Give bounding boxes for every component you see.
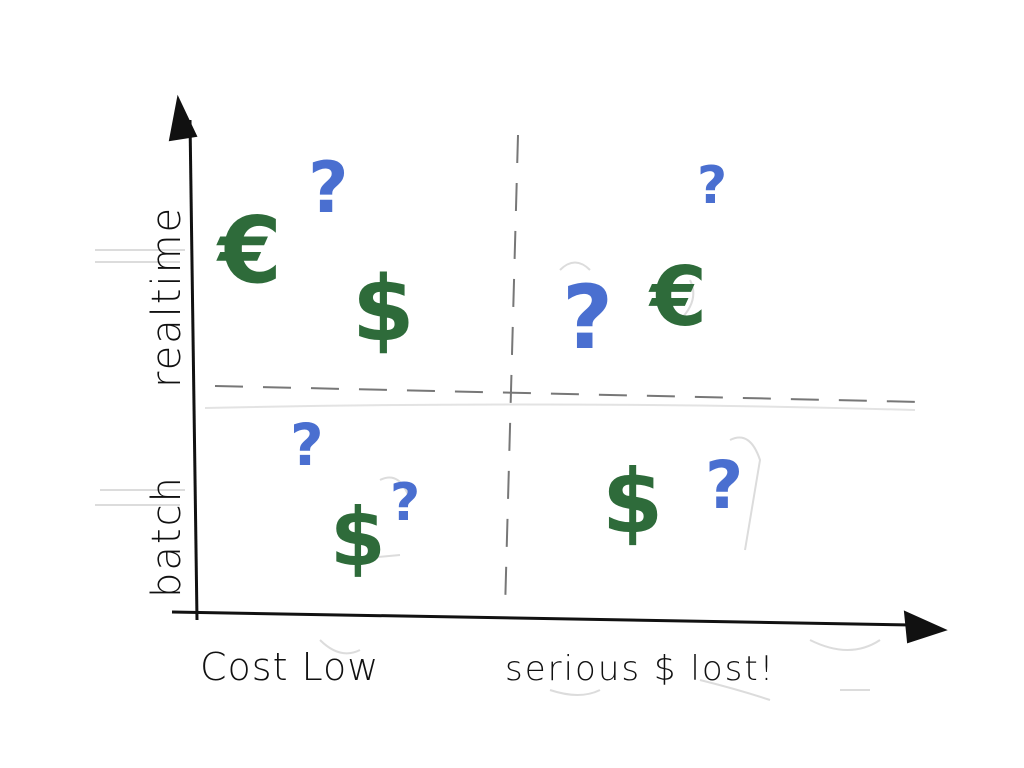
y-axis-arrowhead [168, 94, 198, 142]
question-symbol-a: ? [290, 411, 324, 479]
question-symbol-small: ? [697, 156, 727, 216]
x-label-cost-low: Cost Low [200, 645, 379, 689]
dollar-symbol: $ [602, 450, 663, 553]
y-label-batch: batch [144, 475, 190, 598]
euro-symbol: € [648, 250, 707, 345]
axis-labels: realtime batch Cost Low serious $ lost! [144, 206, 775, 689]
dollar-symbol: $ [330, 491, 386, 584]
quadrant-dividers [214, 134, 921, 611]
euro-symbol: € [216, 197, 282, 304]
x-axis-arrowhead [903, 610, 948, 644]
question-symbol-b: ? [390, 473, 420, 533]
vertical-divider [504, 134, 519, 611]
y-label-realtime: realtime [144, 206, 190, 388]
ghost-strokes [95, 249, 916, 701]
quadrant-bottom-left: ? $ ? [290, 411, 420, 584]
quadrant-top-left: € $ ? [216, 147, 415, 362]
x-label-serious-lost: serious $ lost! [505, 649, 775, 689]
horizontal-divider [214, 385, 921, 403]
question-symbol: ? [705, 447, 743, 524]
x-axis [171, 610, 948, 644]
dollar-symbol: $ [352, 257, 415, 362]
quadrant-bottom-right: $ ? [602, 447, 743, 553]
question-symbol: ? [308, 147, 349, 229]
y-axis [168, 94, 199, 621]
question-symbol-large: ? [562, 266, 613, 369]
quadrant-top-right: ? ? € [562, 156, 727, 369]
